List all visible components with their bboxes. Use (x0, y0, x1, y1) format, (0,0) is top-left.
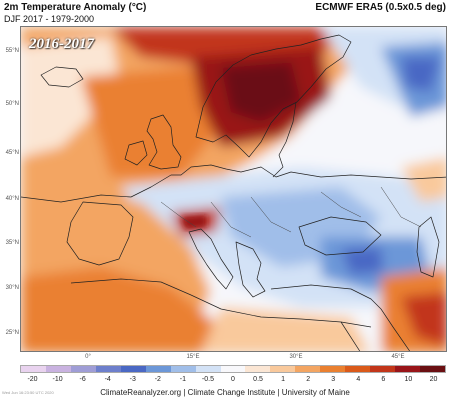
lon-label-30e: 30°E (289, 354, 303, 360)
chart-subtitle: DJF 2017 - 1979-2000 (4, 14, 95, 24)
colorbar-tick-label: -20 (27, 376, 38, 383)
colorbar-cell (95, 366, 121, 372)
colorbar-cell (245, 366, 271, 372)
lat-label-45n: 45°N (5, 150, 19, 156)
lat-label-50n: 50°N (5, 101, 19, 107)
colorbar-tick-label: -0.5 (201, 376, 214, 383)
coastlines (21, 34, 446, 351)
colorbar-tick-label: -2 (154, 376, 161, 383)
colorbar (20, 365, 446, 373)
colorbar-tick-label: 1 (281, 376, 286, 383)
colorbar-tick-label: -4 (104, 376, 111, 383)
colorbar-cell (195, 366, 221, 372)
chart-title: 2m Temperature Anomaly (°C) (4, 2, 147, 13)
colorbar-cell (21, 366, 46, 372)
lat-label-55n: 55°N (5, 48, 19, 54)
timestamp: Wed Jun 16:23:50 UTC 2020 (2, 390, 54, 395)
colorbar-cell (320, 366, 346, 372)
colorbar-cell (395, 366, 420, 372)
colorbar-ticks: -20 -10 -6 -4 -3 -2 -1 -0.5 0 0.5 1 2 3 4 6 10 20 (20, 376, 446, 385)
colorbar-tick-label: -6 (79, 376, 86, 383)
colorbar-cell (270, 366, 296, 372)
colorbar-cell (145, 366, 171, 372)
colorbar-cell (295, 366, 321, 372)
colorbar-tick-label: 4 (356, 376, 361, 383)
colorbar-tick-label: 3 (331, 376, 336, 383)
colorbar-cell (70, 366, 96, 372)
lat-label-25n: 25°N (5, 330, 19, 336)
anomaly-map: 2016-2017 (20, 26, 447, 352)
anomaly-field (21, 27, 446, 351)
colorbar-cell (120, 366, 146, 372)
lon-label-0: 0° (85, 354, 91, 360)
colorbar-tick-label: 10 (404, 376, 413, 383)
credit-line: ClimateReanalyzer.org | Climate Change I… (100, 388, 350, 397)
colorbar-cell (345, 366, 371, 372)
colorbar-cell (420, 366, 445, 372)
colorbar-tick-label: 0.5 (253, 376, 263, 383)
dataset-label: ECMWF ERA5 (0.5x0.5 deg) (315, 2, 446, 13)
lat-label-30n: 30°N (5, 285, 19, 291)
lat-label-35n: 35°N (5, 240, 19, 246)
colorbar-tick-label: -1 (179, 376, 186, 383)
colorbar-tick-label: 20 (429, 376, 438, 383)
colorbar-cell (220, 366, 246, 372)
lon-label-15e: 15°E (186, 354, 200, 360)
season-label: 2016-2017 (29, 36, 94, 52)
colorbar-cell (170, 366, 196, 372)
lat-label-40n: 40°N (5, 196, 19, 202)
colorbar-tick-label: -10 (52, 376, 63, 383)
colorbar-tick-label: 6 (381, 376, 386, 383)
colorbar-tick-label: 2 (306, 376, 311, 383)
colorbar-cell (370, 366, 396, 372)
colorbar-tick-label: -3 (129, 376, 136, 383)
colorbar-cell (45, 366, 71, 372)
colorbar-tick-label: 0 (231, 376, 235, 383)
lon-label-45e: 45°E (391, 354, 405, 360)
